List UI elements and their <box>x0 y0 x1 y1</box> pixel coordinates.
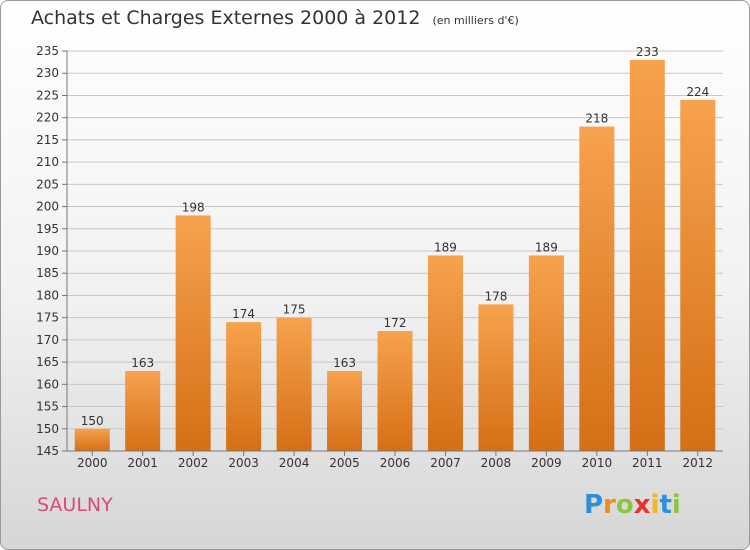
y-tick-label: 155 <box>36 400 59 414</box>
logo-letter: o <box>615 490 634 520</box>
bar-2007 <box>427 255 463 451</box>
x-axis: 2000 2001 2002 2003 2004 2005 2006 2007 2008 2009… <box>67 450 723 470</box>
bar-2004 <box>276 317 312 451</box>
bar-value-label: 178 <box>484 289 507 303</box>
x-tick-label: 2005 <box>329 456 360 470</box>
bars: 150 163 198 174 175 163 172 189 178 189 218 233 224 <box>74 45 716 452</box>
y-tick-label: 210 <box>36 155 59 169</box>
y-tick-label: 215 <box>36 133 59 147</box>
y-tick-label: 150 <box>36 422 59 436</box>
x-tick-label: 2007 <box>430 456 461 470</box>
y-tick-label: 185 <box>36 266 59 280</box>
commune-name: SAULNY <box>37 494 113 516</box>
x-tick-label: 2010 <box>582 456 613 470</box>
y-tick-label: 170 <box>36 333 59 347</box>
logo-letter: P <box>584 490 604 520</box>
x-tick-label: 2001 <box>127 456 158 470</box>
chart-unit-text: (en milliers d'€) <box>432 14 519 27</box>
x-tick-label: 2002 <box>178 456 209 470</box>
bar-value-label: 163 <box>131 356 154 370</box>
bar-2006 <box>377 331 413 451</box>
logo-letter: t <box>659 490 672 520</box>
bar-2008 <box>478 304 514 451</box>
bar-2011 <box>629 59 665 452</box>
logo-letter: x <box>633 490 651 520</box>
y-tick-label: 165 <box>36 355 59 369</box>
x-tick-label: 2003 <box>228 456 259 470</box>
y-tick-label: 220 <box>36 111 59 125</box>
y-tick-label: 160 <box>36 377 59 391</box>
bar-value-label: 198 <box>182 200 205 214</box>
bar-2000 <box>74 428 110 451</box>
y-tick-label: 145 <box>36 444 59 458</box>
bar-2012 <box>680 99 716 451</box>
x-tick-label: 2000 <box>77 456 108 470</box>
bar-value-label: 163 <box>333 356 356 370</box>
bar-value-label: 189 <box>434 240 457 254</box>
x-tick-label: 2006 <box>380 456 411 470</box>
y-tick-label: 225 <box>36 88 59 102</box>
bar-2005 <box>327 371 363 451</box>
bar-2003 <box>226 322 262 451</box>
logo-letter: i <box>671 490 681 520</box>
chart-title: Achats et Charges Externes 2000 à 2012 (e… <box>31 7 519 29</box>
bar-value-label: 218 <box>585 112 608 126</box>
x-tick-label: 2008 <box>481 456 512 470</box>
x-tick-label: 2009 <box>531 456 562 470</box>
y-tick-label: 195 <box>36 222 59 236</box>
x-tick-label: 2012 <box>682 456 713 470</box>
logo-letter: r <box>603 490 616 520</box>
y-tick-label: 230 <box>36 66 59 80</box>
bar-value-label: 175 <box>283 303 306 317</box>
bar-2010 <box>579 126 615 452</box>
y-tick-label: 175 <box>36 311 59 325</box>
chart-title-text: Achats et Charges Externes 2000 à 2012 <box>31 7 421 29</box>
x-tick-label: 2011 <box>632 456 663 470</box>
y-axis: 145 150 155 160 165 170 175 180 185 190 195 200 205 2… <box>36 44 68 458</box>
y-tick-label: 235 <box>36 44 59 58</box>
bar-value-label: 172 <box>384 316 407 330</box>
x-tick-label: 2004 <box>279 456 310 470</box>
logo-letter: i <box>650 490 660 520</box>
y-tick-label: 180 <box>36 288 59 302</box>
bar-value-label: 150 <box>81 414 104 428</box>
bar-value-label: 233 <box>636 45 659 59</box>
bar-value-label: 224 <box>686 85 709 99</box>
bar-value-label: 174 <box>232 307 255 321</box>
y-tick-label: 200 <box>36 200 59 214</box>
bar-value-label: 189 <box>535 240 558 254</box>
proxiti-logo[interactable]: Proxiti <box>584 490 681 520</box>
y-tick-label: 190 <box>36 244 59 258</box>
bar-2009 <box>528 255 564 451</box>
bar-2002 <box>175 215 211 451</box>
bar-2001 <box>125 371 161 451</box>
y-tick-label: 205 <box>36 177 59 191</box>
